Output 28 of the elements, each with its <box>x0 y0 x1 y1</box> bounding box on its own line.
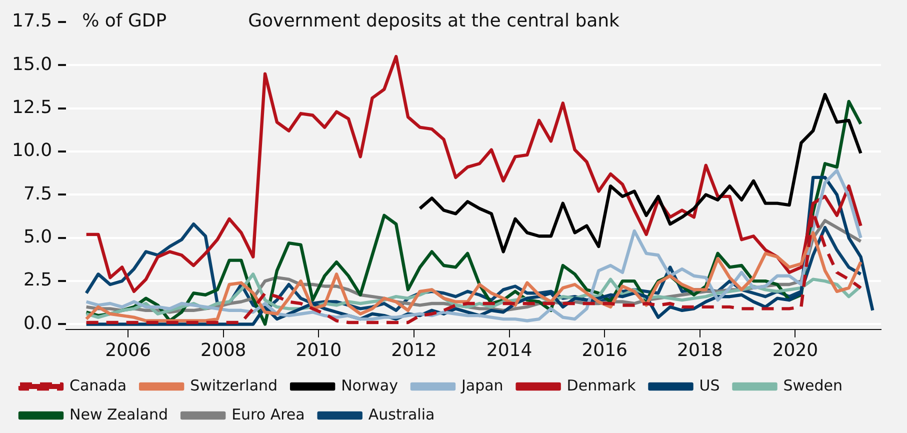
y-tick-label: 15.0 <box>12 54 52 75</box>
y-axis-title: % of GDP <box>82 10 167 32</box>
legend-label: Japan <box>460 376 504 394</box>
y-tick-label: 2.5 <box>23 270 52 291</box>
legend-label: Euro Area <box>232 405 305 424</box>
legend-label: Sweden <box>783 376 843 394</box>
y-tick-label: 17.5 <box>12 10 52 32</box>
x-tick-label: 2014 <box>486 340 532 361</box>
legend-label: Norway <box>341 376 398 394</box>
y-tick-label: 7.5 <box>23 183 52 204</box>
x-tick-label: 2008 <box>200 340 246 361</box>
x-tick-label: 2020 <box>772 340 818 361</box>
y-tick-label: 12.5 <box>12 97 52 118</box>
legend-label: Switzerland <box>190 376 278 394</box>
y-tick-label: 5.0 <box>23 226 52 248</box>
legend-label: Canada <box>70 376 127 394</box>
y-tick-label: 10.0 <box>12 140 52 162</box>
x-tick-label: 2016 <box>582 340 628 361</box>
legend-label: Australia <box>368 405 435 424</box>
legend-label: New Zealand <box>70 405 168 424</box>
y-tick-label: 0.0 <box>23 312 52 334</box>
x-tick-label: 2010 <box>296 340 342 361</box>
x-tick-label: 2012 <box>391 340 437 361</box>
x-tick-label: 2006 <box>105 340 151 361</box>
chart-title: Government deposits at the central bank <box>248 10 620 32</box>
legend-label: US <box>699 376 720 394</box>
legend-label: Denmark <box>566 376 636 394</box>
x-tick-label: 2018 <box>677 340 723 361</box>
